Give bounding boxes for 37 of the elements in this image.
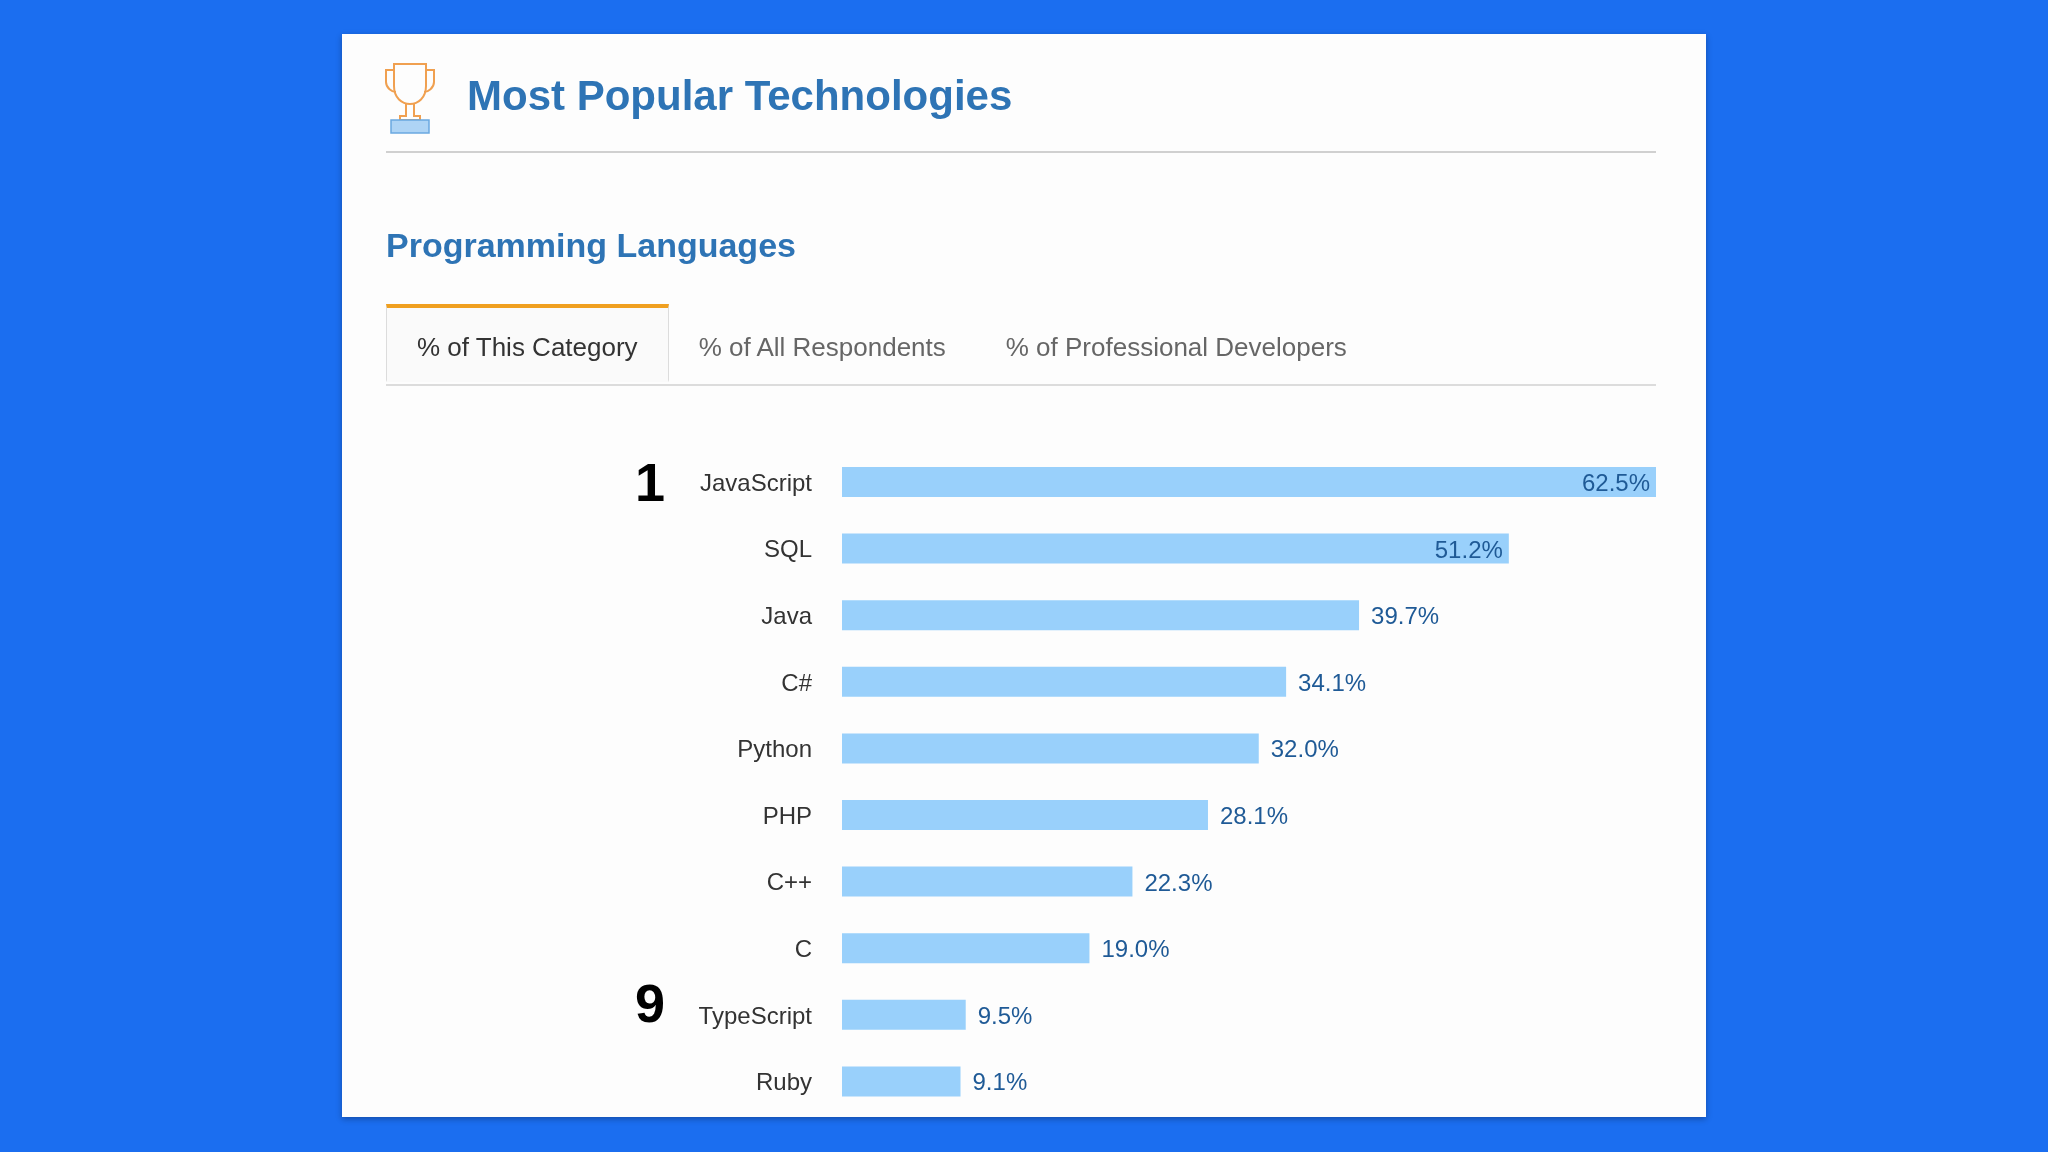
data-label: 39.7%: [1371, 602, 1440, 630]
text: % of Professional Developers: [1004, 331, 1348, 364]
data-label: 19.0%: [1101, 935, 1170, 963]
bar: [842, 600, 1360, 631]
y-tick-label: PHP: [762, 801, 812, 829]
bar: [842, 800, 1208, 830]
text: % of All Respondents: [697, 331, 947, 364]
chart-title: Most Popular Technologies: [467, 72, 1013, 120]
y-tick-label: JavaScript: [699, 468, 813, 496]
data-label: 22.3%: [1144, 868, 1213, 896]
y-tick-label: Python: [737, 735, 812, 763]
data-label: 9.1%: [972, 1068, 1028, 1096]
y-tick-label: TypeScript: [698, 1001, 813, 1029]
y-tick-label: C#: [781, 668, 813, 696]
bar: [842, 467, 1656, 497]
data-label: 28.1%: [1219, 802, 1289, 829]
bar: [842, 533, 1509, 564]
y-tick-label: Java: [761, 602, 813, 630]
data-label: 62.5%: [1581, 469, 1650, 496]
data-label: 51.2%: [1434, 535, 1503, 563]
y-tick-label: SQL: [763, 535, 812, 563]
bar: [842, 933, 1090, 964]
text: % of This Category: [386, 304, 669, 382]
text: 1: [633, 452, 666, 513]
y-tick-label: C++: [766, 868, 812, 896]
data-label: 34.1%: [1298, 668, 1367, 696]
y-tick-label: C: [794, 935, 812, 963]
bar: [842, 666, 1287, 697]
y-tick-label: Ruby: [755, 1068, 812, 1096]
bar: [842, 999, 966, 1030]
bar: [842, 733, 1259, 764]
text: 9: [633, 973, 666, 1034]
chart-subtitle: Programming Languages: [386, 226, 796, 265]
bar: [842, 1066, 961, 1097]
data-label: 9.5%: [977, 1001, 1033, 1029]
bar: [842, 866, 1133, 897]
data-label: 32.0%: [1270, 735, 1339, 763]
